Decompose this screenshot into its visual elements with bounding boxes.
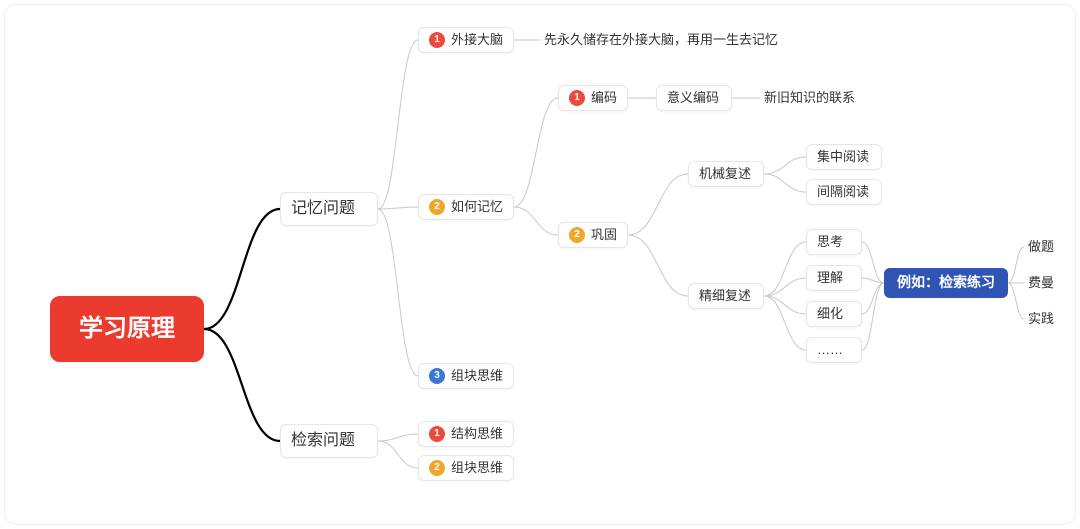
node-label: 先永久储存在外接大脑，再用一生去记忆 xyxy=(544,31,778,49)
node-enc[interactable]: 1 编码 xyxy=(558,85,628,111)
badge-2: 2 xyxy=(569,227,585,243)
node-label: 学习原理 xyxy=(79,312,175,346)
node-mem[interactable]: 记忆问题 xyxy=(280,192,378,226)
node-label: 集中阅读 xyxy=(817,148,869,166)
node-label: 检索问题 xyxy=(291,430,355,452)
node-enc2[interactable]: 新旧知识的联系 xyxy=(760,85,876,111)
node-mech1[interactable]: 集中阅读 xyxy=(806,144,882,170)
node-ex1[interactable]: 做题 xyxy=(1024,235,1068,259)
node-label: 例如：检索练习 xyxy=(897,273,995,293)
node-label: 细化 xyxy=(817,305,843,323)
node-label: 机械复述 xyxy=(699,165,751,183)
badge-1: 1 xyxy=(429,426,445,442)
node-label: 新旧知识的联系 xyxy=(764,89,855,107)
badge-2: 2 xyxy=(429,460,445,476)
node-label: 编码 xyxy=(591,89,617,107)
node-s2[interactable]: 2 组块思维 xyxy=(418,455,514,481)
node-label: 外接大脑 xyxy=(451,31,503,49)
node-m1t[interactable]: 先永久储存在外接大脑，再用一生去记忆 xyxy=(540,27,810,53)
node-ex3[interactable]: 实践 xyxy=(1024,307,1068,331)
node-mech2[interactable]: 间隔阅读 xyxy=(806,179,882,205)
node-label: 巩固 xyxy=(591,226,617,244)
node-fine[interactable]: 精细复述 xyxy=(688,283,764,309)
node-label: 组块思维 xyxy=(451,367,503,385)
node-sear[interactable]: 检索问题 xyxy=(280,424,378,458)
node-label: 做题 xyxy=(1028,238,1054,256)
node-label: 如何记忆 xyxy=(451,198,503,216)
node-label: 意义编码 xyxy=(667,89,719,107)
node-label: 组块思维 xyxy=(451,459,503,477)
node-label: 记忆问题 xyxy=(291,198,355,220)
node-label: 间隔阅读 xyxy=(817,183,869,201)
node-ex2[interactable]: 费曼 xyxy=(1024,271,1068,295)
diagram-frame xyxy=(4,4,1076,525)
node-label: 实践 xyxy=(1028,310,1054,328)
badge-1: 1 xyxy=(429,32,445,48)
node-label: 费曼 xyxy=(1028,274,1054,292)
node-cons[interactable]: 2 巩固 xyxy=(558,222,628,248)
node-m2[interactable]: 2 如何记忆 xyxy=(418,194,514,220)
node-enc1[interactable]: 意义编码 xyxy=(656,85,732,111)
node-f2[interactable]: 理解 xyxy=(806,265,862,291)
node-root[interactable]: 学习原理 xyxy=(50,296,204,362)
badge-3: 3 xyxy=(429,368,445,384)
node-label: 精细复述 xyxy=(699,287,751,305)
node-f1[interactable]: 思考 xyxy=(806,229,862,255)
node-label: 思考 xyxy=(817,233,843,251)
node-label: 结构思维 xyxy=(451,425,503,443)
node-ex[interactable]: 例如：检索练习 xyxy=(884,268,1008,298)
node-m3[interactable]: 3 组块思维 xyxy=(418,363,514,389)
node-label: …… xyxy=(817,341,843,359)
node-m1[interactable]: 1 外接大脑 xyxy=(418,27,514,53)
node-mech[interactable]: 机械复述 xyxy=(688,161,764,187)
badge-2: 2 xyxy=(429,199,445,215)
node-f4[interactable]: …… xyxy=(806,337,862,363)
node-f3[interactable]: 细化 xyxy=(806,301,862,327)
badge-1: 1 xyxy=(569,90,585,106)
node-s1[interactable]: 1 结构思维 xyxy=(418,421,514,447)
node-label: 理解 xyxy=(817,269,843,287)
